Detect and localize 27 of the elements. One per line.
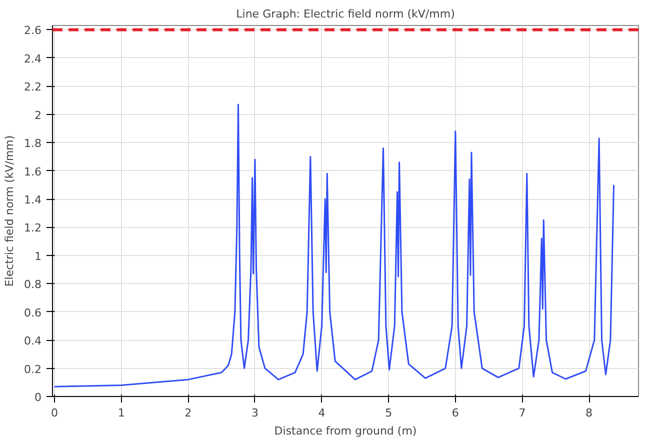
y-tick-label: 2: [34, 108, 42, 122]
y-tick-label: 0: [34, 391, 42, 404]
x-tick-label: 0: [51, 406, 58, 420]
x-tick-label: 1: [118, 406, 125, 420]
y-tick-label: 2.4: [24, 52, 42, 66]
y-tick-label: 1.2: [24, 222, 42, 235]
y-tick-label: 0.6: [24, 306, 42, 320]
y-axis-title: Electric field norm (kV/mm): [3, 135, 16, 287]
x-tick-label: 6: [452, 406, 459, 420]
x-tick-label: 3: [251, 406, 258, 420]
chart-title: Line Graph: Electric field norm (kV/mm): [236, 8, 455, 20]
y-tick-label: 0.4: [24, 334, 42, 348]
line-series: [54, 104, 615, 388]
x-tick-label: 4: [318, 406, 326, 420]
x-tick-label: 8: [586, 406, 593, 420]
y-tick-label: 2.6: [24, 24, 42, 38]
x-axis-title: Distance from ground (m): [274, 424, 417, 438]
x-tick-label: 7: [518, 406, 526, 420]
x-tick-label: 5: [385, 406, 392, 420]
y-tick-label: 1.8: [24, 137, 42, 150]
y-tick-label: 1.4: [24, 194, 42, 207]
y-tick-label: 0.2: [24, 362, 42, 376]
y-tick-label: 1: [34, 250, 42, 263]
y-tick-label: 2.2: [24, 80, 42, 94]
x-tick-label: 2: [184, 406, 192, 420]
y-tick-label: 1.6: [24, 165, 42, 178]
y-tick-label: 0.8: [24, 278, 42, 292]
